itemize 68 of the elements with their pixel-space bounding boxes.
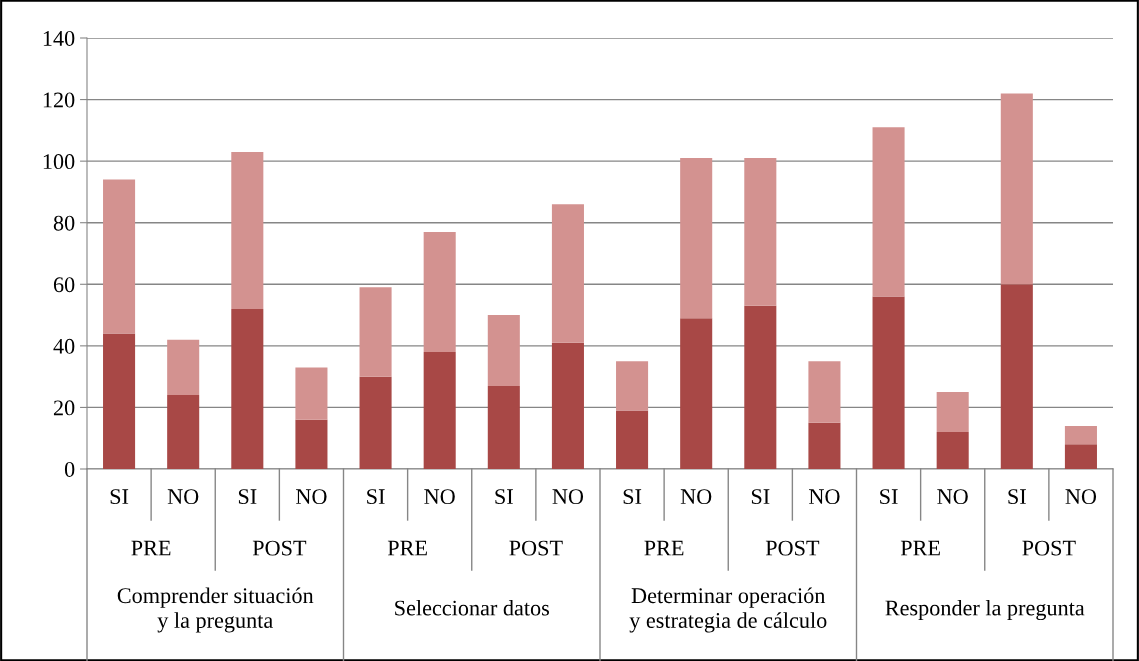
y-tick-label: 0 — [64, 461, 75, 477]
y-tick-label: 60 — [53, 277, 75, 293]
bar — [872, 296, 905, 469]
x-tick-label: SI — [110, 489, 129, 505]
x-tick-label: SI — [1008, 489, 1026, 505]
x-tick-label: NO — [1065, 489, 1097, 505]
bar — [936, 392, 969, 433]
bar — [680, 158, 713, 319]
x-tick-label: NO — [167, 489, 199, 505]
x-tick-label: SI — [623, 489, 642, 505]
text: POST — [765, 540, 820, 556]
bar — [808, 361, 841, 423]
bar — [936, 432, 969, 469]
x-tick-label: NO — [809, 489, 840, 505]
x-tick-label: SI — [880, 489, 898, 505]
y-tick-label: 120 — [43, 92, 75, 108]
bar — [231, 308, 264, 469]
x-tick-label: SI — [238, 489, 257, 505]
text: Seleccionar datos — [395, 599, 549, 616]
bar — [1064, 425, 1097, 445]
bar — [167, 395, 200, 469]
y-tick-label: 40 — [53, 338, 75, 354]
bar — [423, 352, 456, 469]
x-tick-label: SI — [367, 489, 385, 505]
bar — [1000, 284, 1033, 469]
text: POST — [252, 540, 307, 556]
y-tick-label: 100 — [43, 154, 75, 170]
bar — [359, 287, 392, 377]
text: PRE — [644, 540, 684, 556]
bar — [1064, 444, 1097, 469]
y-tick-label: 20 — [53, 400, 75, 416]
text: PRE — [387, 540, 427, 556]
x-tick-label: NO — [937, 489, 968, 505]
bar — [551, 204, 584, 343]
y-tick-label: 80 — [53, 215, 75, 231]
bar — [167, 339, 200, 396]
text: Determinar operación y estrategia de cálculo — [629, 587, 827, 633]
bar — [872, 127, 905, 297]
x-tick-label: NO — [552, 489, 584, 505]
bar — [231, 151, 264, 309]
bar — [295, 367, 328, 420]
x-tick-label: SI — [495, 489, 513, 505]
bar — [487, 385, 520, 469]
bar — [1000, 93, 1033, 285]
bar — [103, 179, 136, 334]
bar — [808, 422, 841, 469]
text: Comprender situación y la pregunta — [117, 587, 314, 633]
bar — [744, 158, 777, 306]
x-tick-label: NO — [296, 489, 327, 505]
text: PRE — [131, 540, 171, 556]
text: Responder la pregunta — [885, 599, 1085, 621]
y-tick-label: 140 — [43, 30, 75, 46]
text: POST — [1022, 540, 1076, 556]
x-tick-label: SI — [751, 489, 770, 505]
text: POST — [509, 540, 563, 556]
bar — [551, 342, 584, 469]
bar — [423, 231, 456, 353]
bar — [359, 376, 392, 469]
bar — [295, 419, 328, 469]
bar — [487, 315, 520, 386]
bar — [680, 318, 713, 469]
x-tick-label: NO — [424, 489, 455, 505]
bar — [616, 361, 649, 411]
text: PRE — [900, 540, 940, 556]
bar — [616, 410, 649, 469]
bar — [103, 333, 136, 469]
bar — [744, 305, 777, 469]
x-tick-label: NO — [680, 489, 712, 505]
